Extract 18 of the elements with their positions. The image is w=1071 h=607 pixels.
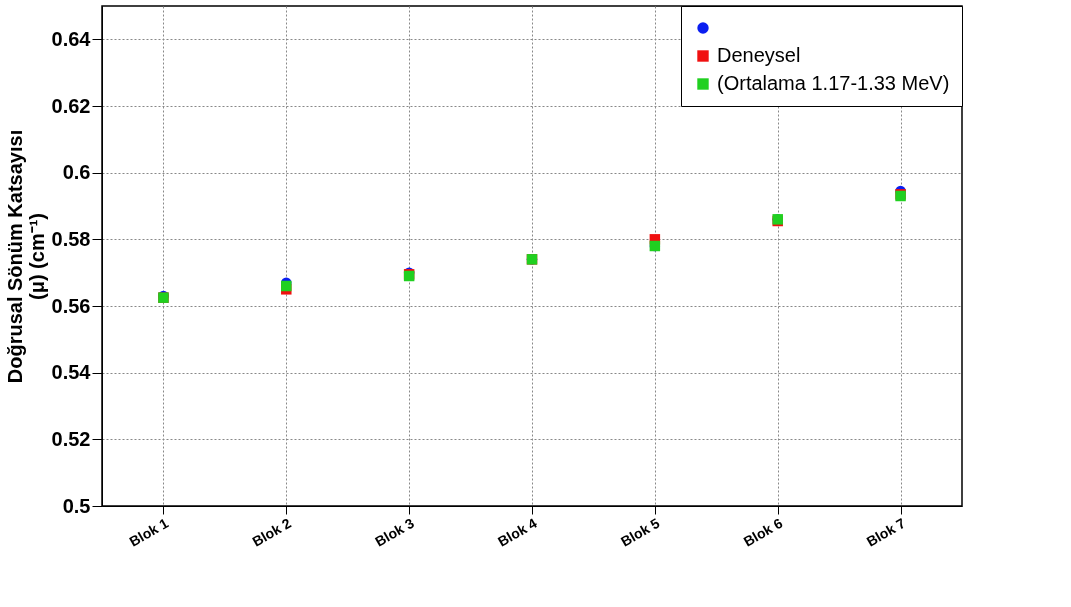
y-tick-label: 0.52 bbox=[51, 427, 91, 450]
x-tick-label: Blok 4 bbox=[495, 514, 540, 550]
y-tick-label: 0.58 bbox=[51, 227, 91, 250]
legend-label: Deneysel bbox=[717, 44, 801, 66]
y-tick-label: 0.64 bbox=[51, 27, 92, 50]
y-tick-label: 0.6 bbox=[62, 161, 91, 184]
x-tick-label: Blok 5 bbox=[617, 514, 663, 550]
y-tick-label: 0.62 bbox=[51, 94, 91, 117]
x-tick-label: Blok 1 bbox=[126, 514, 172, 550]
x-tick-label: Blok 2 bbox=[249, 514, 294, 550]
x-tick-label: Blok 7 bbox=[863, 514, 909, 550]
y-axis-title: Doğrusal Sönüm Katsayısı (μ) (cm⁻¹) bbox=[3, 129, 48, 384]
legend-label: (Ortalama 1.17-1.33 MeV) bbox=[717, 72, 950, 94]
y-tick-label: 0.56 bbox=[51, 294, 91, 317]
x-tick-label: Blok 6 bbox=[740, 514, 786, 550]
y-tick-label: 0.5 bbox=[62, 494, 91, 517]
x-tick-label: Blok 3 bbox=[372, 514, 417, 550]
y-tick-label: 0.54 bbox=[51, 361, 92, 384]
